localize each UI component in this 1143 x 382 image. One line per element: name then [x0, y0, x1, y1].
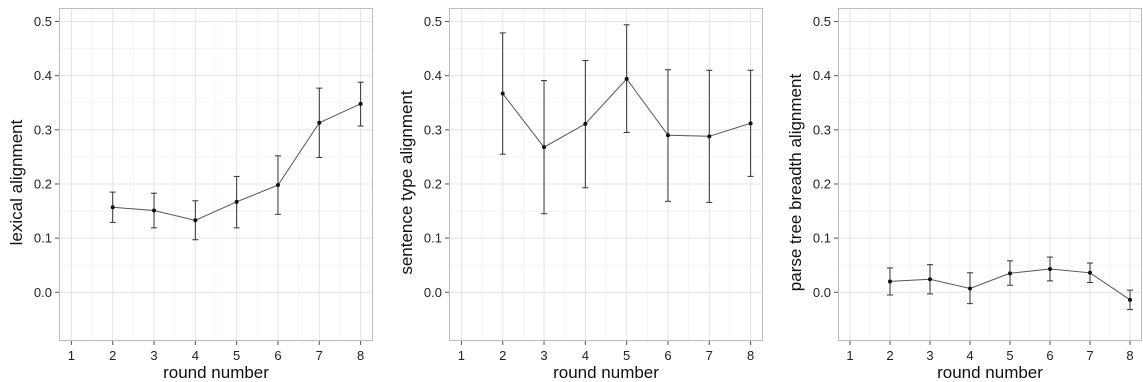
x-axis-title: round number [163, 363, 269, 382]
x-tick-label: 4 [582, 348, 589, 363]
y-axis-title: sentence type alignment [397, 90, 416, 275]
y-tick-label: 0.2 [424, 176, 442, 191]
y-tick-label: 0.3 [813, 122, 831, 137]
data-point [317, 120, 322, 125]
x-tick-label: 1 [846, 348, 853, 363]
y-tick-label: 0.2 [813, 176, 831, 191]
data-point [1128, 297, 1132, 302]
x-tick-label: 8 [357, 348, 364, 363]
x-tick-label: 8 [1126, 348, 1133, 363]
panel-lexical-alignment: 0.0 0.1 0.2 0.3 0.4 0.5 1 2 3 4 5 6 7 8 round number le… [7, 8, 373, 382]
y-tick-label: 0.4 [424, 68, 442, 83]
y-tick-label: 0.1 [813, 231, 831, 246]
y-tick-label: 0.4 [813, 68, 831, 83]
data-point [665, 133, 670, 138]
x-tick-label: 5 [623, 348, 630, 363]
x-tick-label: 1 [458, 348, 465, 363]
y-tick-label: 0.5 [813, 14, 831, 29]
data-point [193, 218, 198, 223]
x-tick-label: 6 [274, 348, 281, 363]
plot-border [59, 8, 373, 341]
data-point [1088, 270, 1092, 275]
x-tick-label: 2 [109, 348, 116, 363]
y-axis-title: parse tree breadth alignment [786, 74, 805, 292]
y-tick-label: 0.5 [424, 14, 442, 29]
data-point [707, 134, 712, 139]
x-tick-label: 4 [192, 348, 199, 363]
x-tick-label: 5 [233, 348, 240, 363]
y-tick-label: 0.4 [34, 68, 52, 83]
x-tick-label: 4 [966, 348, 973, 363]
x-tick-label: 3 [150, 348, 157, 363]
x-tick-label: 7 [1086, 348, 1093, 363]
panel-sentence-type-alignment: 0.0 0.1 0.2 0.3 0.4 0.5 1 2 3 4 5 6 7 8 round number se… [397, 8, 763, 382]
x-tick-label: 6 [664, 348, 671, 363]
y-tick-label: 0.0 [813, 285, 831, 300]
x-tick-label: 1 [68, 348, 75, 363]
panel-parse-tree-breadth-alignment: 0.0 0.1 0.2 0.3 0.4 0.5 1 2 3 4 5 6 7 8 round number pa… [786, 8, 1142, 382]
y-tick-label: 0.3 [34, 122, 52, 137]
data-point [275, 183, 280, 188]
y-tick-label: 0.1 [424, 231, 442, 246]
data-point [542, 145, 547, 150]
x-tick-label: 3 [540, 348, 547, 363]
x-tick-label: 7 [706, 348, 713, 363]
x-tick-label: 7 [316, 348, 323, 363]
y-tick-label: 0.0 [34, 285, 52, 300]
y-axis-title: lexical alignment [7, 119, 26, 245]
plot-border [449, 8, 763, 341]
data-point [624, 76, 629, 81]
y-tick-label: 0.1 [34, 231, 52, 246]
data-point [358, 101, 363, 106]
x-tick-label: 5 [1006, 348, 1013, 363]
data-point [888, 279, 892, 284]
data-point [234, 199, 239, 204]
x-tick-label: 2 [886, 348, 893, 363]
x-tick-label: 8 [747, 348, 754, 363]
plot-border [838, 8, 1142, 341]
data-point [1008, 271, 1012, 276]
x-axis-title: round number [937, 363, 1043, 382]
data-point [110, 205, 115, 210]
y-tick-label: 0.5 [34, 14, 52, 29]
data-point [583, 121, 588, 126]
data-point [500, 91, 505, 96]
data-point [1048, 266, 1052, 271]
x-axis-title: round number [553, 363, 659, 382]
data-point [968, 286, 972, 291]
x-tick-label: 6 [1046, 348, 1053, 363]
y-tick-label: 0.2 [34, 176, 52, 191]
y-tick-label: 0.0 [424, 285, 442, 300]
x-tick-label: 2 [499, 348, 506, 363]
y-tick-label: 0.3 [424, 122, 442, 137]
data-point [748, 121, 753, 126]
x-tick-label: 3 [926, 348, 933, 363]
data-point [152, 208, 157, 213]
data-point [928, 277, 932, 282]
